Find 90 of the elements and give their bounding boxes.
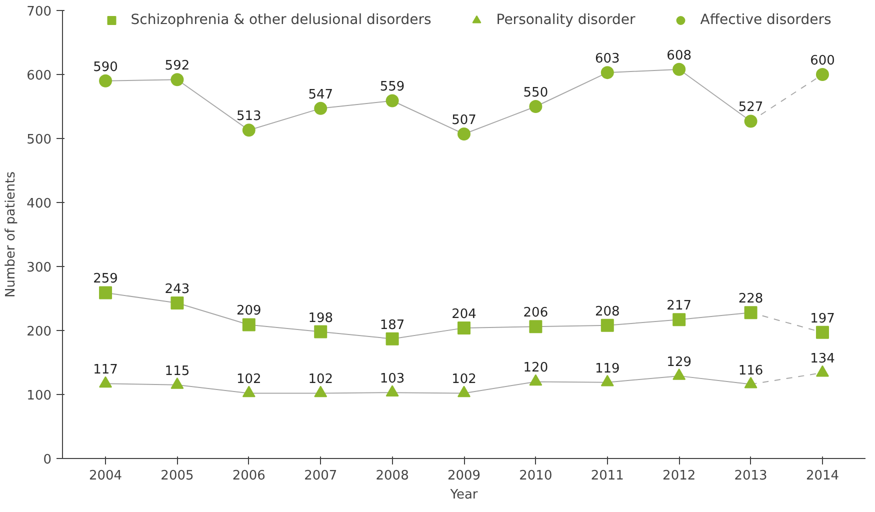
y-tick-label: 400	[26, 196, 52, 212]
point	[744, 376, 758, 388]
data-label: 206	[523, 306, 548, 321]
y-tick-label: 300	[26, 260, 52, 276]
point	[672, 313, 686, 326]
point	[386, 385, 399, 397]
point	[600, 374, 614, 386]
data-label: 116	[738, 363, 764, 378]
data-label: 115	[164, 364, 190, 379]
point	[170, 73, 184, 86]
point	[170, 296, 184, 310]
data-label: 217	[666, 298, 692, 314]
point	[170, 377, 184, 389]
data-label: 259	[93, 272, 118, 287]
x-tick-label: 2004	[88, 468, 122, 484]
data-label: 120	[523, 360, 548, 376]
data-label: 187	[380, 318, 405, 333]
point	[529, 100, 542, 113]
point	[314, 325, 328, 338]
y-tick-label: 500	[26, 132, 52, 148]
data-label: 600	[810, 54, 835, 68]
point	[386, 332, 399, 346]
x-tick-label: 2010	[519, 468, 552, 484]
y-tick-label: 0	[43, 452, 52, 468]
point	[242, 124, 256, 137]
point	[99, 74, 112, 88]
data-label: 209	[236, 304, 262, 319]
data-label: 559	[380, 80, 405, 95]
data-label: 527	[738, 100, 764, 116]
data-label: 608	[666, 48, 692, 64]
legend-label: Personality disorder	[496, 12, 636, 28]
point	[744, 114, 758, 128]
point	[600, 66, 614, 80]
legend-label: Affective disorders	[700, 12, 832, 28]
point	[242, 318, 256, 332]
point	[816, 326, 829, 339]
data-label: 204	[452, 306, 476, 322]
x-tick-label: 2007	[304, 468, 338, 484]
point	[816, 68, 829, 81]
x-tick-label: 2014	[806, 468, 840, 484]
data-label: 208	[594, 304, 620, 320]
data-label: 228	[738, 292, 764, 307]
point	[529, 320, 542, 334]
x-tick-label: 2013	[734, 468, 768, 484]
data-label: 550	[523, 86, 548, 100]
x-tick-label: 2012	[662, 468, 696, 484]
data-label: 102	[308, 372, 334, 388]
point	[458, 386, 470, 398]
x-tick-label: 2011	[590, 468, 624, 484]
x-tick-label: 2008	[376, 468, 409, 484]
point	[529, 374, 542, 386]
data-label: 197	[810, 311, 835, 326]
data-label: 117	[93, 362, 118, 378]
point	[314, 386, 328, 398]
point	[458, 321, 470, 334]
y-tick-label: 600	[26, 68, 52, 84]
data-label: 592	[164, 58, 190, 74]
data-label: 119	[594, 361, 620, 376]
x-tick-label: 2009	[447, 468, 481, 484]
x-tick-label: 2005	[160, 468, 194, 484]
data-label: 513	[236, 109, 262, 124]
x-axis-title: Year	[449, 488, 478, 502]
y-tick-label: 200	[26, 324, 52, 340]
point	[458, 128, 470, 141]
point	[99, 376, 112, 388]
point	[744, 306, 758, 320]
y-axis-title: Number of patients	[4, 171, 19, 298]
point	[600, 318, 614, 332]
point	[99, 286, 112, 300]
x-tick-label: 2006	[232, 468, 266, 484]
data-label: 129	[666, 354, 692, 370]
y-tick-label: 700	[26, 4, 52, 20]
point	[386, 94, 399, 108]
data-label: 547	[308, 87, 334, 102]
data-label: 603	[594, 52, 620, 67]
data-label: 243	[164, 282, 190, 297]
data-label: 102	[452, 372, 476, 388]
data-label: 507	[452, 113, 476, 128]
y-tick-label: 100	[26, 388, 52, 404]
point	[816, 365, 829, 377]
data-label: 102	[236, 372, 262, 388]
data-label: 590	[93, 60, 118, 75]
point	[314, 102, 328, 115]
point	[242, 386, 256, 398]
data-label: 103	[380, 372, 405, 387]
point	[672, 368, 686, 380]
data-label: 134	[810, 352, 835, 367]
legend-label: Schizophrenia & other delusional disorders	[130, 12, 432, 28]
data-label: 198	[308, 310, 334, 326]
point	[672, 62, 686, 76]
